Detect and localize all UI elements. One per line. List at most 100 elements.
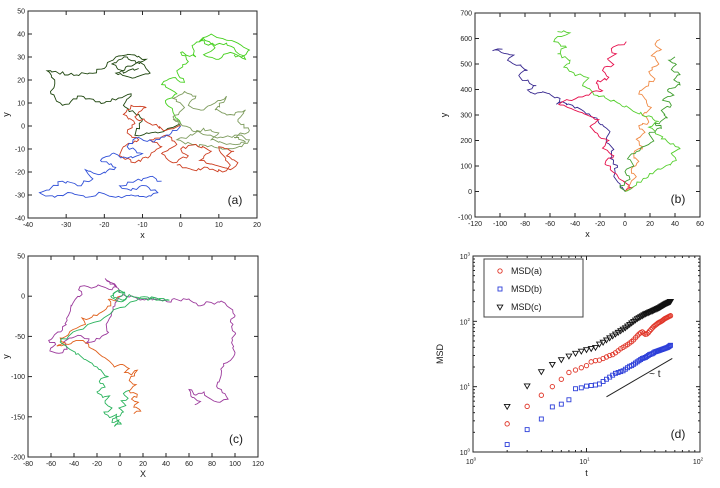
x-tick-label: -120 bbox=[468, 221, 482, 228]
data-point bbox=[641, 311, 649, 318]
x-tick-label: 100 bbox=[466, 457, 477, 467]
series-msda bbox=[504, 313, 674, 427]
data-point bbox=[584, 383, 589, 389]
y-tick-label: 50 bbox=[17, 254, 25, 261]
x-tick-label: -60 bbox=[46, 461, 56, 468]
y-tick-label: -10 bbox=[15, 147, 25, 154]
y-tick-label: 30 bbox=[17, 55, 25, 62]
x-tick-label: 20 bbox=[646, 221, 654, 228]
x-tick-label: -60 bbox=[545, 221, 555, 228]
data-point bbox=[667, 313, 674, 319]
data-point bbox=[582, 347, 591, 354]
data-point bbox=[549, 384, 555, 390]
data-point bbox=[573, 386, 578, 392]
data-point bbox=[578, 365, 584, 371]
axes-box bbox=[27, 255, 259, 458]
data-point bbox=[583, 362, 590, 369]
panel-letter: (a) bbox=[228, 193, 243, 207]
panel-letter: (d) bbox=[671, 427, 686, 441]
data-point bbox=[549, 404, 555, 410]
data-point bbox=[578, 385, 584, 391]
panel-letter: (c) bbox=[229, 432, 243, 446]
x-axis-label: x bbox=[140, 230, 145, 240]
y-axis-label: y bbox=[1, 354, 11, 359]
data-point bbox=[668, 342, 673, 348]
data-point bbox=[606, 335, 614, 342]
panel-c: -80 -60 -40 -20 0 20 40 60 80 100 120-200-150-100-… bbox=[1, 254, 264, 480]
data-point bbox=[524, 427, 530, 433]
data-point bbox=[611, 331, 620, 338]
x-tick-label: 40 bbox=[671, 221, 679, 228]
y-tick-label: 400 bbox=[460, 87, 472, 94]
y-tick-label: 0 bbox=[21, 124, 25, 131]
x-axis-label: t bbox=[585, 468, 588, 478]
y-tick-label: 20 bbox=[17, 78, 25, 85]
y-tick-label: 200 bbox=[460, 138, 472, 145]
data-point bbox=[644, 331, 650, 337]
data-point bbox=[644, 310, 652, 317]
x-tick-label: -40 bbox=[23, 222, 33, 229]
data-point bbox=[640, 312, 648, 319]
panel-letter: (b) bbox=[671, 192, 686, 206]
x-tick-label: 100 bbox=[229, 461, 241, 468]
legend-marker-circle bbox=[497, 268, 503, 274]
data-point bbox=[603, 354, 610, 360]
legend-label: MSD(b) bbox=[511, 284, 542, 294]
x-tick-label: 0 bbox=[118, 461, 122, 468]
x-tick-label: 80 bbox=[208, 461, 216, 468]
y-tick-label: 0 bbox=[468, 189, 472, 196]
data-point bbox=[558, 376, 564, 382]
x-tick-label: -10 bbox=[137, 222, 147, 229]
data-point bbox=[613, 370, 618, 376]
x-tick-label: -30 bbox=[61, 222, 71, 229]
reference-slope-line bbox=[606, 358, 673, 398]
ref-line-label: ~ t bbox=[649, 369, 661, 380]
data-point bbox=[641, 355, 647, 361]
legend-label: MSD(c) bbox=[511, 302, 542, 312]
trajectory-walk-c2-orange bbox=[56, 295, 142, 414]
data-point bbox=[566, 397, 572, 403]
data-point bbox=[504, 442, 510, 448]
x-tick-label: -40 bbox=[69, 461, 79, 468]
data-point bbox=[637, 314, 645, 321]
legend-marker-triangle-down bbox=[496, 304, 504, 311]
y-tick-label: 100 bbox=[460, 448, 471, 458]
trajectory-walk-c3-green bbox=[59, 289, 170, 427]
y-tick-label: 101 bbox=[460, 382, 471, 392]
trajectory-walk-b2-crimson bbox=[557, 41, 634, 192]
y-tick-label: 700 bbox=[460, 11, 472, 18]
data-point bbox=[523, 383, 531, 390]
y-tick-label: -40 bbox=[15, 216, 25, 223]
panel-d: ~ t 100 101 102 100 101 102 103 t MSD (d) MSD(a) MSD… bbox=[435, 252, 704, 479]
trajectory-walk-b4-lightgreen bbox=[553, 30, 681, 192]
x-tick-label: -20 bbox=[595, 221, 605, 228]
x-tick-label: 20 bbox=[139, 461, 147, 468]
data-point bbox=[503, 403, 511, 411]
trajectory-walk-b3-orange bbox=[624, 39, 663, 192]
data-point bbox=[538, 416, 544, 422]
series-msdb bbox=[504, 342, 673, 448]
trajectory-walk-a4-red bbox=[119, 104, 239, 173]
data-point bbox=[602, 337, 611, 344]
data-point bbox=[557, 357, 565, 364]
data-point bbox=[648, 326, 654, 333]
y-tick-label: 100 bbox=[460, 164, 472, 171]
data-point bbox=[599, 339, 607, 346]
data-point bbox=[595, 341, 604, 348]
data-point bbox=[587, 346, 595, 353]
y-tick-label: 600 bbox=[460, 36, 472, 43]
x-tick-label: 20 bbox=[253, 222, 261, 229]
x-tick-label: -80 bbox=[23, 461, 33, 468]
y-axis-label: y bbox=[439, 112, 449, 117]
x-axis-label: x bbox=[585, 229, 590, 239]
data-point bbox=[572, 367, 579, 373]
data-point bbox=[571, 350, 580, 358]
trajectory-walk-c1-magenta bbox=[48, 278, 237, 406]
x-tick-label: 0 bbox=[623, 221, 627, 228]
trajectory-walk-b5-green bbox=[619, 56, 681, 192]
x-tick-label: -100 bbox=[493, 221, 507, 228]
data-point bbox=[565, 353, 573, 360]
y-tick-label: 300 bbox=[460, 113, 472, 120]
data-point bbox=[666, 299, 675, 306]
